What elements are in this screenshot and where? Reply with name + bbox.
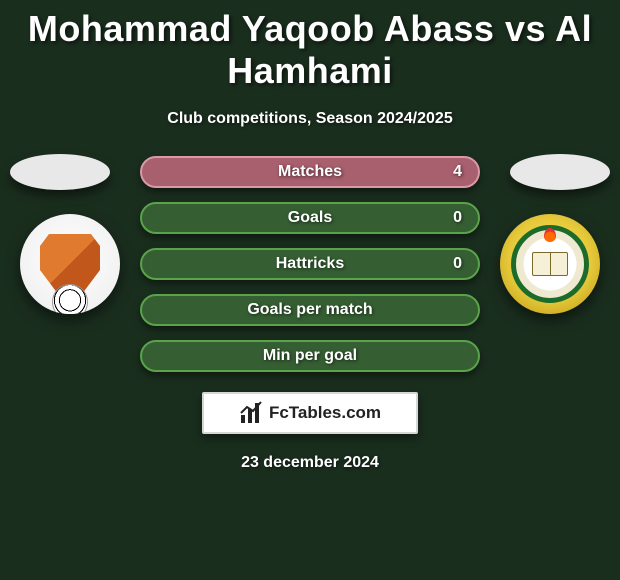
subtitle: Club competitions, Season 2024/2025 [0,110,620,128]
left-shadow-oval [10,154,110,190]
stat-label: Matches [278,163,342,181]
watermark: FcTables.com [202,392,418,434]
stat-label: Goals per match [247,301,372,319]
footer-date: 23 december 2024 [0,454,620,472]
left-club-badge [20,214,120,314]
stat-right-value: 0 [453,209,462,227]
stat-right-value: 4 [453,163,462,181]
stat-label: Hattricks [276,255,344,273]
comparison-arena: Matches 4 Goals 0 Hattricks 0 Goals per … [0,156,620,472]
ittihad-crest-ring [511,225,589,303]
bar-chart-icon [239,401,263,425]
torch-flame-icon [544,228,556,242]
right-club-badge [500,214,600,314]
stat-label: Min per goal [263,347,357,365]
stat-right-value: 0 [453,255,462,273]
book-icon [532,252,568,276]
stat-rows: Matches 4 Goals 0 Hattricks 0 Goals per … [140,156,480,372]
stat-row-matches: Matches 4 [140,156,480,188]
watermark-text: FcTables.com [269,403,381,423]
stat-row-goals: Goals 0 [140,202,480,234]
stat-row-min-per-goal: Min per goal [140,340,480,372]
soccer-ball-icon [52,284,88,314]
stat-row-goals-per-match: Goals per match [140,294,480,326]
stat-label: Goals [288,209,332,227]
page-title: Mohammad Yaqoob Abass vs Al Hamhami [0,0,620,92]
stat-row-hattricks: Hattricks 0 [140,248,480,280]
right-shadow-oval [510,154,610,190]
